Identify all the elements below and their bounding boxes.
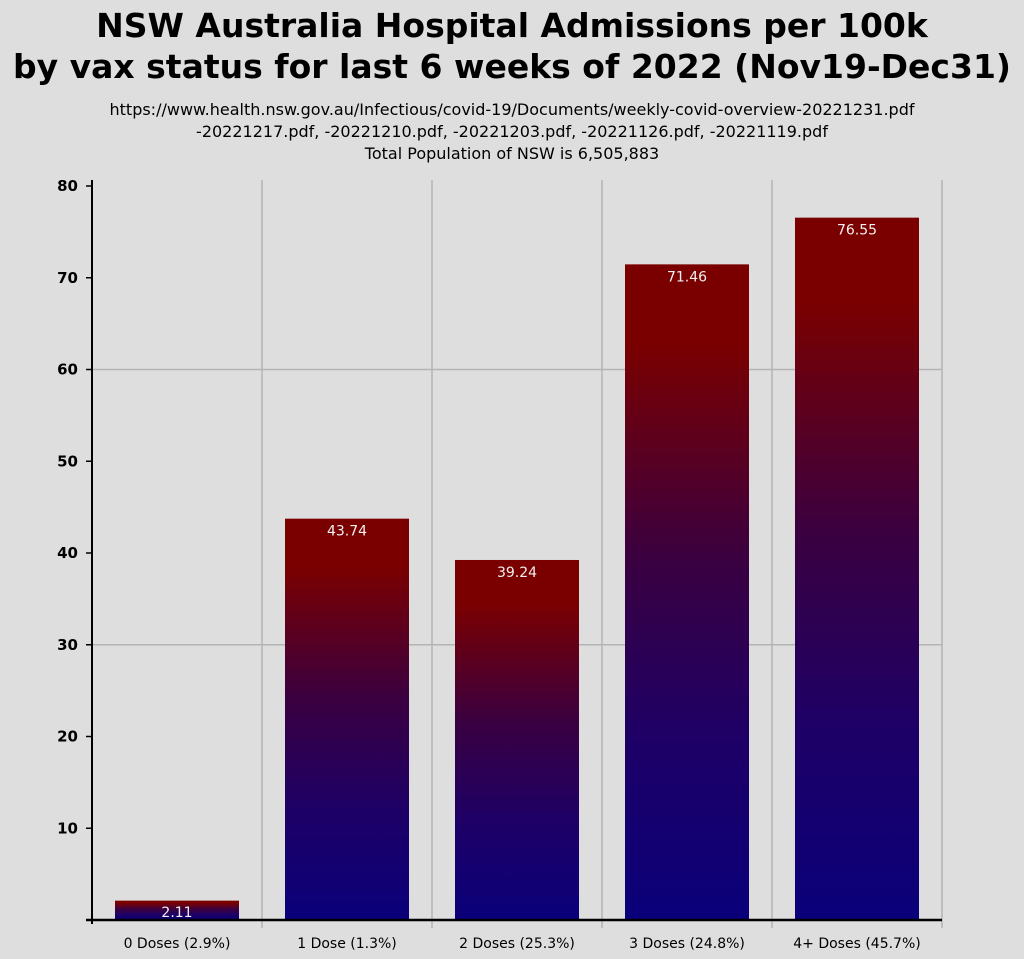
y-tick-label-80: 80 bbox=[57, 177, 78, 195]
chart-title-line-2: by vax status for last 6 weeks of 2022 (… bbox=[12, 47, 1011, 86]
y-tick-label-30: 30 bbox=[57, 636, 78, 654]
category-label-1: 1 Dose (1.3%) bbox=[297, 936, 397, 952]
y-tick-label-20: 20 bbox=[57, 728, 78, 746]
bar-0 bbox=[115, 900, 239, 920]
data-label-2: 39.24 bbox=[497, 565, 537, 581]
y-tick-label-40: 40 bbox=[57, 544, 78, 562]
data-label-3: 71.46 bbox=[667, 269, 707, 285]
y-tick-label-60: 60 bbox=[57, 361, 78, 379]
bar-3 bbox=[625, 264, 749, 920]
category-label-0: 0 Doses (2.9%) bbox=[124, 936, 231, 952]
bar-2 bbox=[455, 559, 579, 920]
bar-1 bbox=[285, 518, 409, 920]
data-label-0: 2.11 bbox=[161, 905, 192, 921]
y-tick-label-50: 50 bbox=[57, 452, 78, 470]
data-label-1: 43.74 bbox=[327, 524, 367, 540]
y-tick-label-70: 70 bbox=[57, 269, 78, 287]
category-label-3: 3 Doses (24.8%) bbox=[629, 936, 745, 952]
chart-title-line-1: NSW Australia Hospital Admissions per 10… bbox=[96, 6, 928, 45]
category-label-4: 4+ Doses (45.7%) bbox=[793, 936, 920, 952]
category-label-2: 2 Doses (25.3%) bbox=[459, 936, 575, 952]
y-tick-label-10: 10 bbox=[57, 819, 78, 837]
population-note: Total Population of NSW is 6,505,883 bbox=[364, 144, 660, 163]
source-url-line-1: https://www.health.nsw.gov.au/Infectious… bbox=[109, 100, 915, 119]
source-url-line-2: -20221217.pdf, -20221210.pdf, -20221203.… bbox=[196, 122, 828, 141]
bar-4 bbox=[795, 217, 919, 920]
data-label-4: 76.55 bbox=[837, 223, 877, 239]
